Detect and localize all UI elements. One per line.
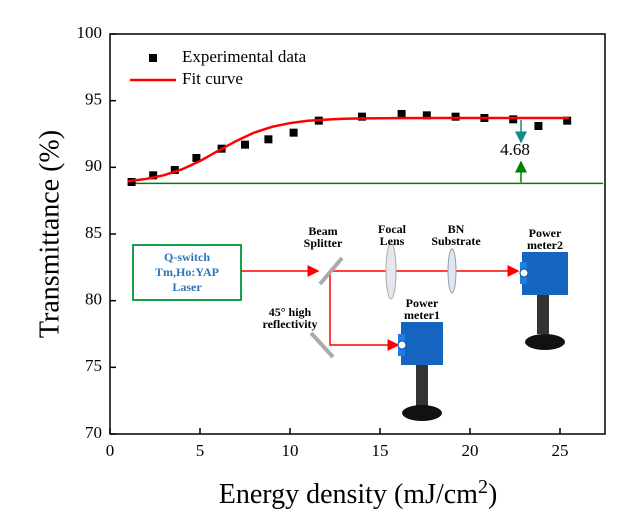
x-label-end: ) xyxy=(488,479,497,510)
data-point xyxy=(358,112,366,121)
inset-label: Lens xyxy=(380,234,405,248)
inset-label: Power xyxy=(406,296,439,310)
legend-marker xyxy=(149,54,157,62)
y-tick-label: 80 xyxy=(85,290,102,309)
y-tick-label: 85 xyxy=(85,223,102,242)
x-tick-label: 20 xyxy=(462,441,479,460)
inset-label: meter2 xyxy=(527,238,563,252)
annotation: 4.68 xyxy=(500,140,530,159)
focal-lens xyxy=(385,242,397,300)
x-label-sup: 2 xyxy=(478,476,488,498)
beam xyxy=(329,271,400,351)
y-tick-label: 100 xyxy=(77,23,103,42)
power-meter xyxy=(397,322,443,421)
legend-label: Fit curve xyxy=(182,69,243,88)
data-point xyxy=(422,111,431,120)
x-tick-label: 0 xyxy=(106,441,115,460)
laser-box xyxy=(132,244,242,301)
data-point xyxy=(397,110,406,118)
data-point xyxy=(170,166,179,174)
fit-line xyxy=(127,116,569,183)
inset-label: Splitter xyxy=(304,236,343,250)
x-axis-label: Energy density (mJ/cm2) xyxy=(219,476,498,511)
x-tick-label: 5 xyxy=(196,441,205,460)
x-tick-label: 25 xyxy=(552,441,569,460)
data-point xyxy=(451,112,460,121)
y-tick-label: 75 xyxy=(85,356,102,375)
x-tick-label: 15 xyxy=(372,441,389,460)
y-tick-label: 95 xyxy=(85,90,102,109)
substrate xyxy=(447,248,457,294)
inset-diagram: Q-switch Tm,Ho:YAP Laser Beam Splitter F… xyxy=(132,222,568,421)
y-axis-label: Transmittance (%) xyxy=(34,130,65,338)
x-label-text: Energy density (mJ/cm xyxy=(219,479,478,510)
data-point xyxy=(264,135,273,144)
data-point xyxy=(563,116,572,125)
y-tick-label: 90 xyxy=(85,156,102,175)
data-point xyxy=(534,122,543,130)
inset-label: reflectivity xyxy=(262,317,317,331)
data-point xyxy=(289,128,298,137)
x-tick-label: 10 xyxy=(282,441,299,460)
power-meter xyxy=(519,252,568,350)
mirror xyxy=(309,331,335,359)
inset-label: Beam xyxy=(308,224,337,238)
inset-label: Power xyxy=(529,226,562,240)
inset-label: Focal xyxy=(378,222,407,236)
laser-label: Tm,Ho:YAP xyxy=(155,265,219,279)
inset-label: BN xyxy=(448,222,465,236)
y-tick-label: 70 xyxy=(85,423,102,442)
laser-label: Q-switch xyxy=(164,250,210,264)
data-point xyxy=(509,115,518,124)
inset-label: Substrate xyxy=(431,234,481,248)
data-point xyxy=(241,140,249,149)
inset-label: meter1 xyxy=(404,308,440,322)
inset-label: 45° high xyxy=(269,305,312,319)
data-point xyxy=(192,154,201,162)
legend-label: Experimental data xyxy=(182,47,307,66)
laser-label: Laser xyxy=(172,280,202,294)
data-point xyxy=(149,171,158,180)
beam-splitter xyxy=(318,256,344,286)
